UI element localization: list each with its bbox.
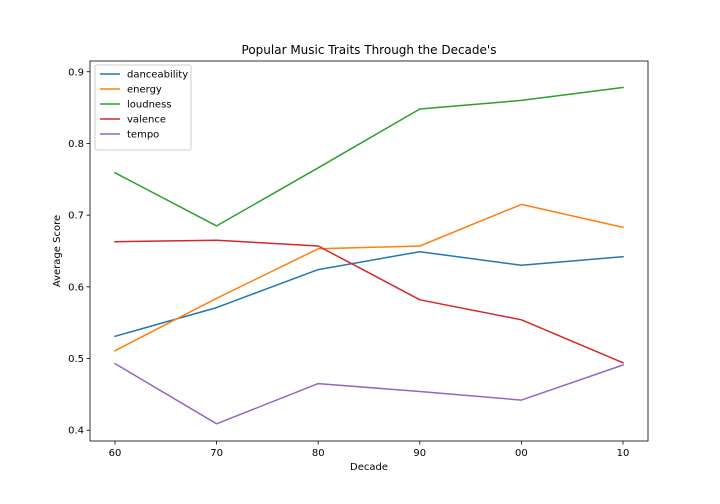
series-line-tempo (113, 362, 624, 425)
legend-label-loudness: loudness (127, 100, 172, 111)
plot-area: 60 70 80 90 00 10 0.4 0.5 0.6 0.7 0.8 0.9 danceabili… (68, 60, 649, 459)
legend-label-valence: valence (127, 115, 166, 126)
x-tick-label: 00 (515, 448, 528, 459)
x-tick-label: 10 (617, 448, 630, 459)
axes-frame (89, 60, 649, 442)
legend-label-tempo: tempo (127, 130, 159, 141)
x-tick-label: 60 (109, 448, 122, 459)
series-line-loudness (113, 86, 624, 227)
y-tick-label: 0.8 (68, 139, 84, 150)
y-tick-label: 0.7 (68, 211, 84, 222)
x-tick-label: 90 (413, 448, 426, 459)
y-tick-label: 0.9 (68, 67, 84, 78)
chart-title: Popular Music Traits Through the Decade'… (242, 43, 497, 57)
series-line-energy (113, 203, 624, 352)
legend-label-energy: energy (127, 85, 162, 96)
series-line-valence (114, 239, 624, 364)
series-line-danceability (114, 250, 624, 338)
legend-box (94, 64, 192, 151)
legend: danceability energy loudness valence tempo (94, 64, 192, 151)
y-tick-label: 0.5 (68, 354, 84, 365)
y-axis-label: Average Score (52, 215, 63, 287)
legend-label-danceability: danceability (127, 70, 188, 81)
y-tick-label: 0.6 (68, 282, 84, 293)
y-tick-label: 0.4 (68, 426, 84, 437)
x-axis-label: Decade (350, 462, 388, 473)
x-tick-label: 80 (312, 448, 325, 459)
x-tick-label: 70 (210, 448, 223, 459)
